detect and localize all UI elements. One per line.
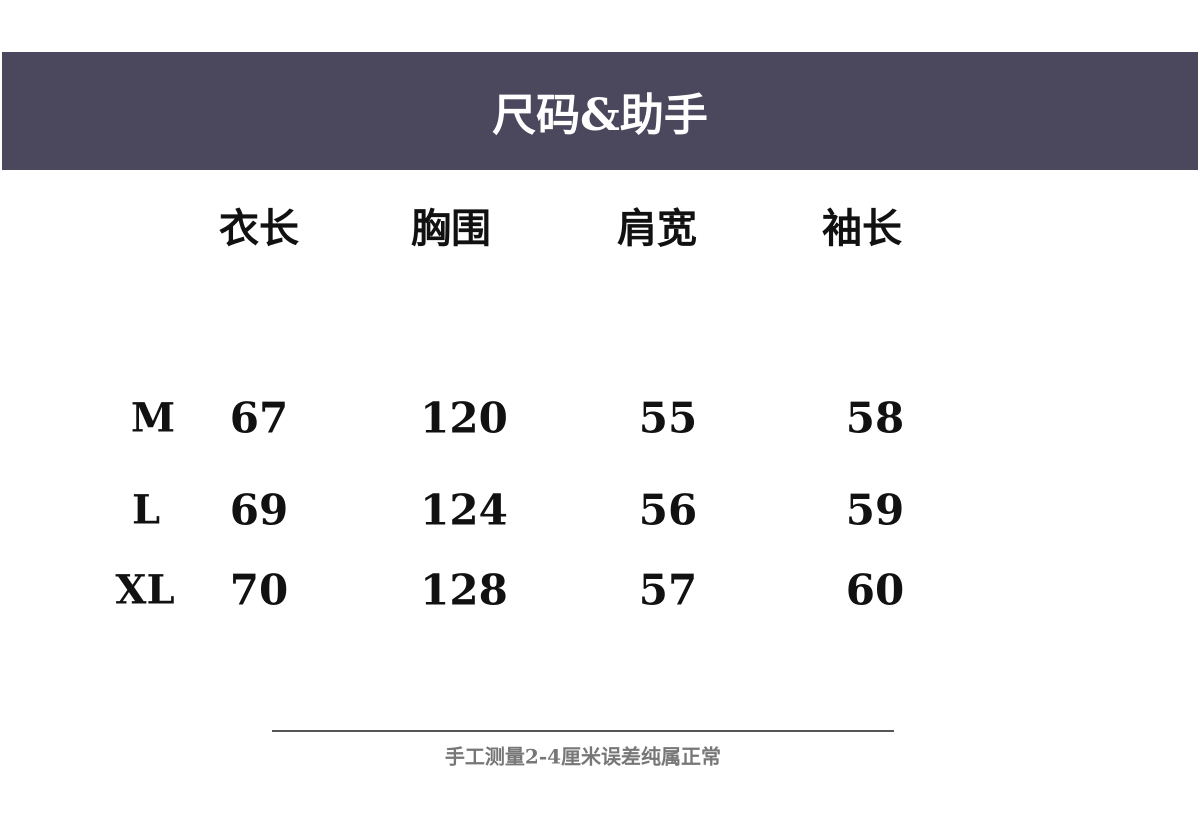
divider (272, 730, 894, 732)
table-cell: 55 (638, 393, 698, 443)
table-cell: 56 (638, 485, 698, 535)
page-title: 尺码&助手 (492, 90, 708, 141)
column-header-shoulder: 肩宽 (617, 205, 697, 252)
column-header-chest: 胸围 (411, 205, 491, 252)
table-cell: 120 (420, 393, 508, 443)
table-cell: 59 (845, 485, 905, 535)
table-cell: 70 (229, 565, 289, 615)
table-cell: 60 (845, 565, 905, 615)
table-cell: 128 (420, 565, 508, 615)
size-label: XL (115, 566, 175, 614)
table-cell: 57 (638, 565, 698, 615)
table-cell: 58 (845, 393, 905, 443)
measurement-note: 手工测量2-4厘米误差纯属正常 (444, 744, 722, 769)
title-banner: 尺码&助手 (2, 52, 1198, 170)
table-cell: 69 (229, 485, 289, 535)
table-cell: 124 (420, 485, 508, 535)
size-label: M (130, 394, 176, 442)
table-cell: 67 (229, 393, 289, 443)
size-label: L (131, 486, 161, 534)
column-header-length: 衣长 (219, 205, 299, 252)
column-header-sleeve: 袖长 (822, 205, 902, 252)
